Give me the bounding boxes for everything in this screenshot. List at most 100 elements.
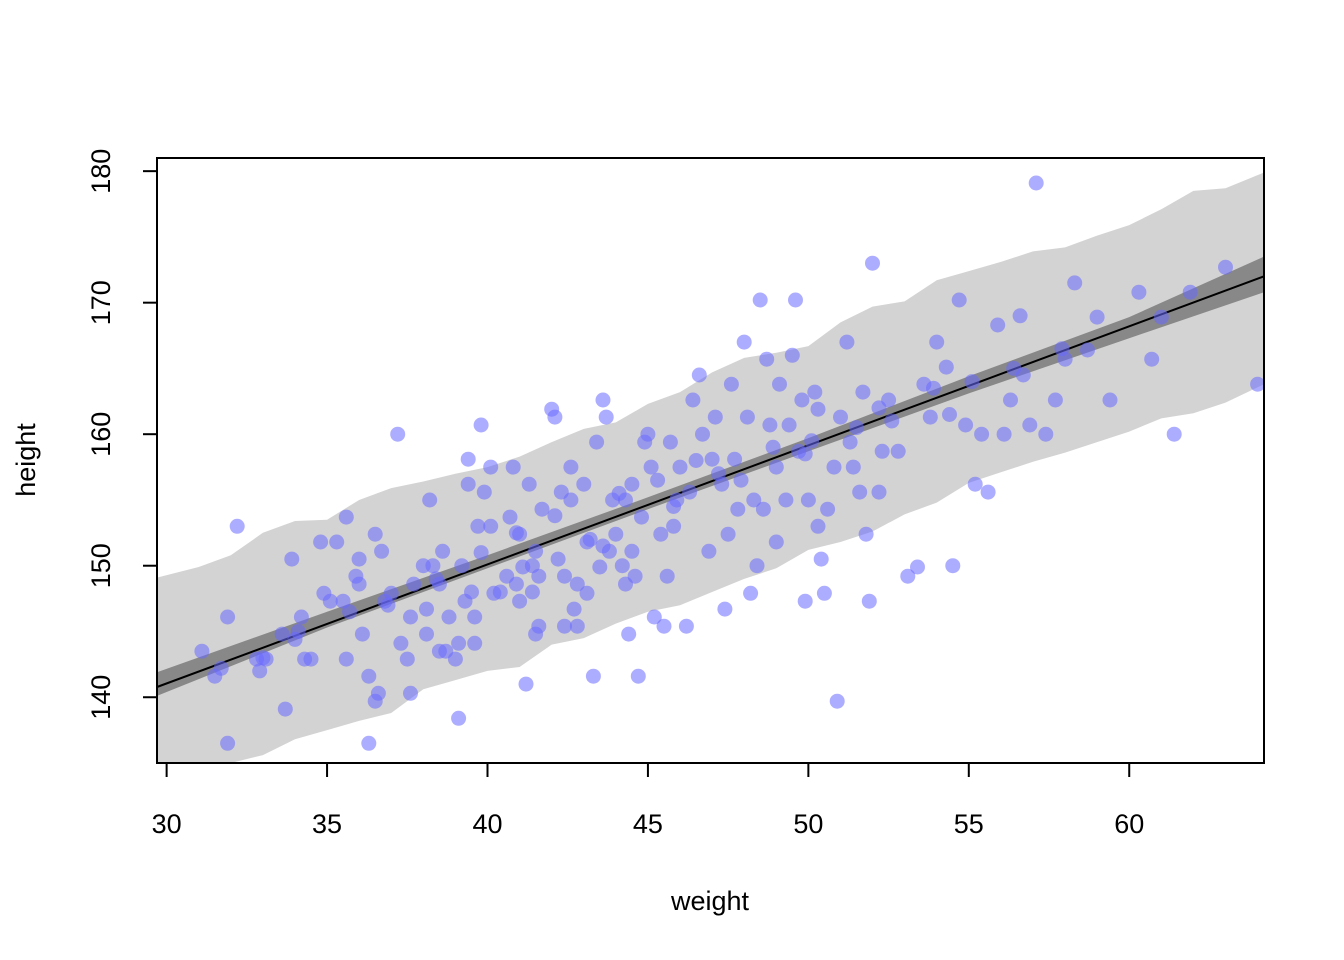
- data-point: [1166, 426, 1182, 442]
- data-point: [900, 568, 916, 584]
- data-point: [322, 593, 338, 609]
- data-point: [621, 626, 637, 642]
- data-point: [695, 426, 710, 442]
- data-point: [704, 451, 720, 467]
- x-tick-label: 50: [793, 809, 823, 839]
- data-point: [194, 643, 210, 659]
- data-point: [1250, 376, 1264, 392]
- data-point: [329, 534, 345, 550]
- data-point: [807, 384, 823, 400]
- data-point: [579, 585, 595, 601]
- data-point: [563, 459, 579, 475]
- data-point: [762, 417, 778, 433]
- data-point: [512, 593, 528, 609]
- data-point: [749, 558, 765, 574]
- data-point: [1028, 175, 1044, 191]
- data-point: [483, 459, 499, 475]
- data-point: [1102, 392, 1118, 408]
- data-point: [1131, 284, 1147, 300]
- data-point: [435, 543, 451, 559]
- data-point: [855, 384, 871, 400]
- data-point: [393, 635, 409, 651]
- data-point: [768, 459, 784, 475]
- data-point: [524, 584, 540, 600]
- y-axis: 140 150 160 170 180: [86, 149, 158, 720]
- data-point: [220, 609, 236, 625]
- data-point: [595, 392, 611, 408]
- points-layer: [194, 175, 1264, 751]
- data-point: [370, 685, 386, 701]
- data-point: [403, 685, 418, 701]
- data-point: [403, 609, 418, 625]
- data-point: [730, 501, 746, 517]
- data-point: [585, 668, 601, 684]
- x-tick-label: 30: [152, 809, 182, 839]
- data-point: [1080, 342, 1095, 358]
- data-point: [441, 609, 457, 625]
- data-point: [768, 534, 784, 550]
- data-point: [464, 584, 479, 600]
- data-point: [910, 559, 925, 575]
- data-point: [723, 376, 739, 392]
- data-point: [653, 526, 669, 542]
- data-point: [839, 334, 855, 350]
- data-point: [473, 417, 489, 433]
- data-point: [483, 518, 499, 534]
- data-point: [531, 618, 547, 634]
- data-point: [804, 433, 820, 449]
- data-point: [759, 351, 775, 367]
- data-point: [833, 409, 848, 425]
- x-tick-label: 35: [312, 809, 342, 839]
- data-point: [547, 508, 563, 524]
- x-axis: 30 35 40 45 50 55 60: [152, 762, 1144, 839]
- data-point: [945, 558, 961, 574]
- data-point: [849, 420, 864, 436]
- data-point: [926, 380, 941, 396]
- data-point: [990, 317, 1006, 333]
- data-point: [678, 618, 694, 634]
- data-point: [646, 609, 662, 625]
- data-point: [727, 451, 743, 467]
- data-point: [672, 459, 688, 475]
- data-point: [502, 509, 518, 525]
- data-point: [229, 518, 245, 534]
- data-point: [518, 676, 534, 692]
- data-point: [682, 484, 698, 500]
- data-point: [845, 459, 861, 475]
- data-point: [643, 459, 659, 475]
- data-point: [528, 543, 544, 559]
- data-point: [922, 409, 938, 425]
- y-tick-label: 180: [86, 149, 116, 194]
- data-point: [508, 576, 524, 592]
- data-point: [213, 660, 229, 676]
- data-point: [505, 459, 521, 475]
- data-point: [797, 446, 813, 462]
- data-point: [874, 443, 890, 459]
- data-point: [1153, 309, 1169, 325]
- data-point: [220, 735, 236, 751]
- data-point: [707, 409, 723, 425]
- data-point: [691, 367, 707, 383]
- data-point: [996, 426, 1012, 442]
- data-point: [447, 651, 463, 667]
- data-point: [277, 701, 293, 717]
- data-point: [460, 451, 476, 467]
- data-point: [1003, 392, 1018, 408]
- data-point: [290, 624, 306, 639]
- data-point: [662, 434, 678, 450]
- data-point: [951, 292, 967, 308]
- data-point: [611, 485, 627, 501]
- data-point: [351, 576, 367, 592]
- data-point: [467, 635, 483, 651]
- data-point: [967, 476, 983, 492]
- data-point: [685, 392, 701, 408]
- data-point: [390, 426, 406, 442]
- data-point: [428, 571, 444, 587]
- data-point: [634, 509, 649, 525]
- data-point: [666, 499, 682, 514]
- y-axis-title: height: [11, 423, 41, 497]
- data-point: [470, 518, 486, 534]
- data-point: [752, 292, 768, 308]
- data-point: [624, 476, 640, 492]
- data-point: [508, 525, 524, 541]
